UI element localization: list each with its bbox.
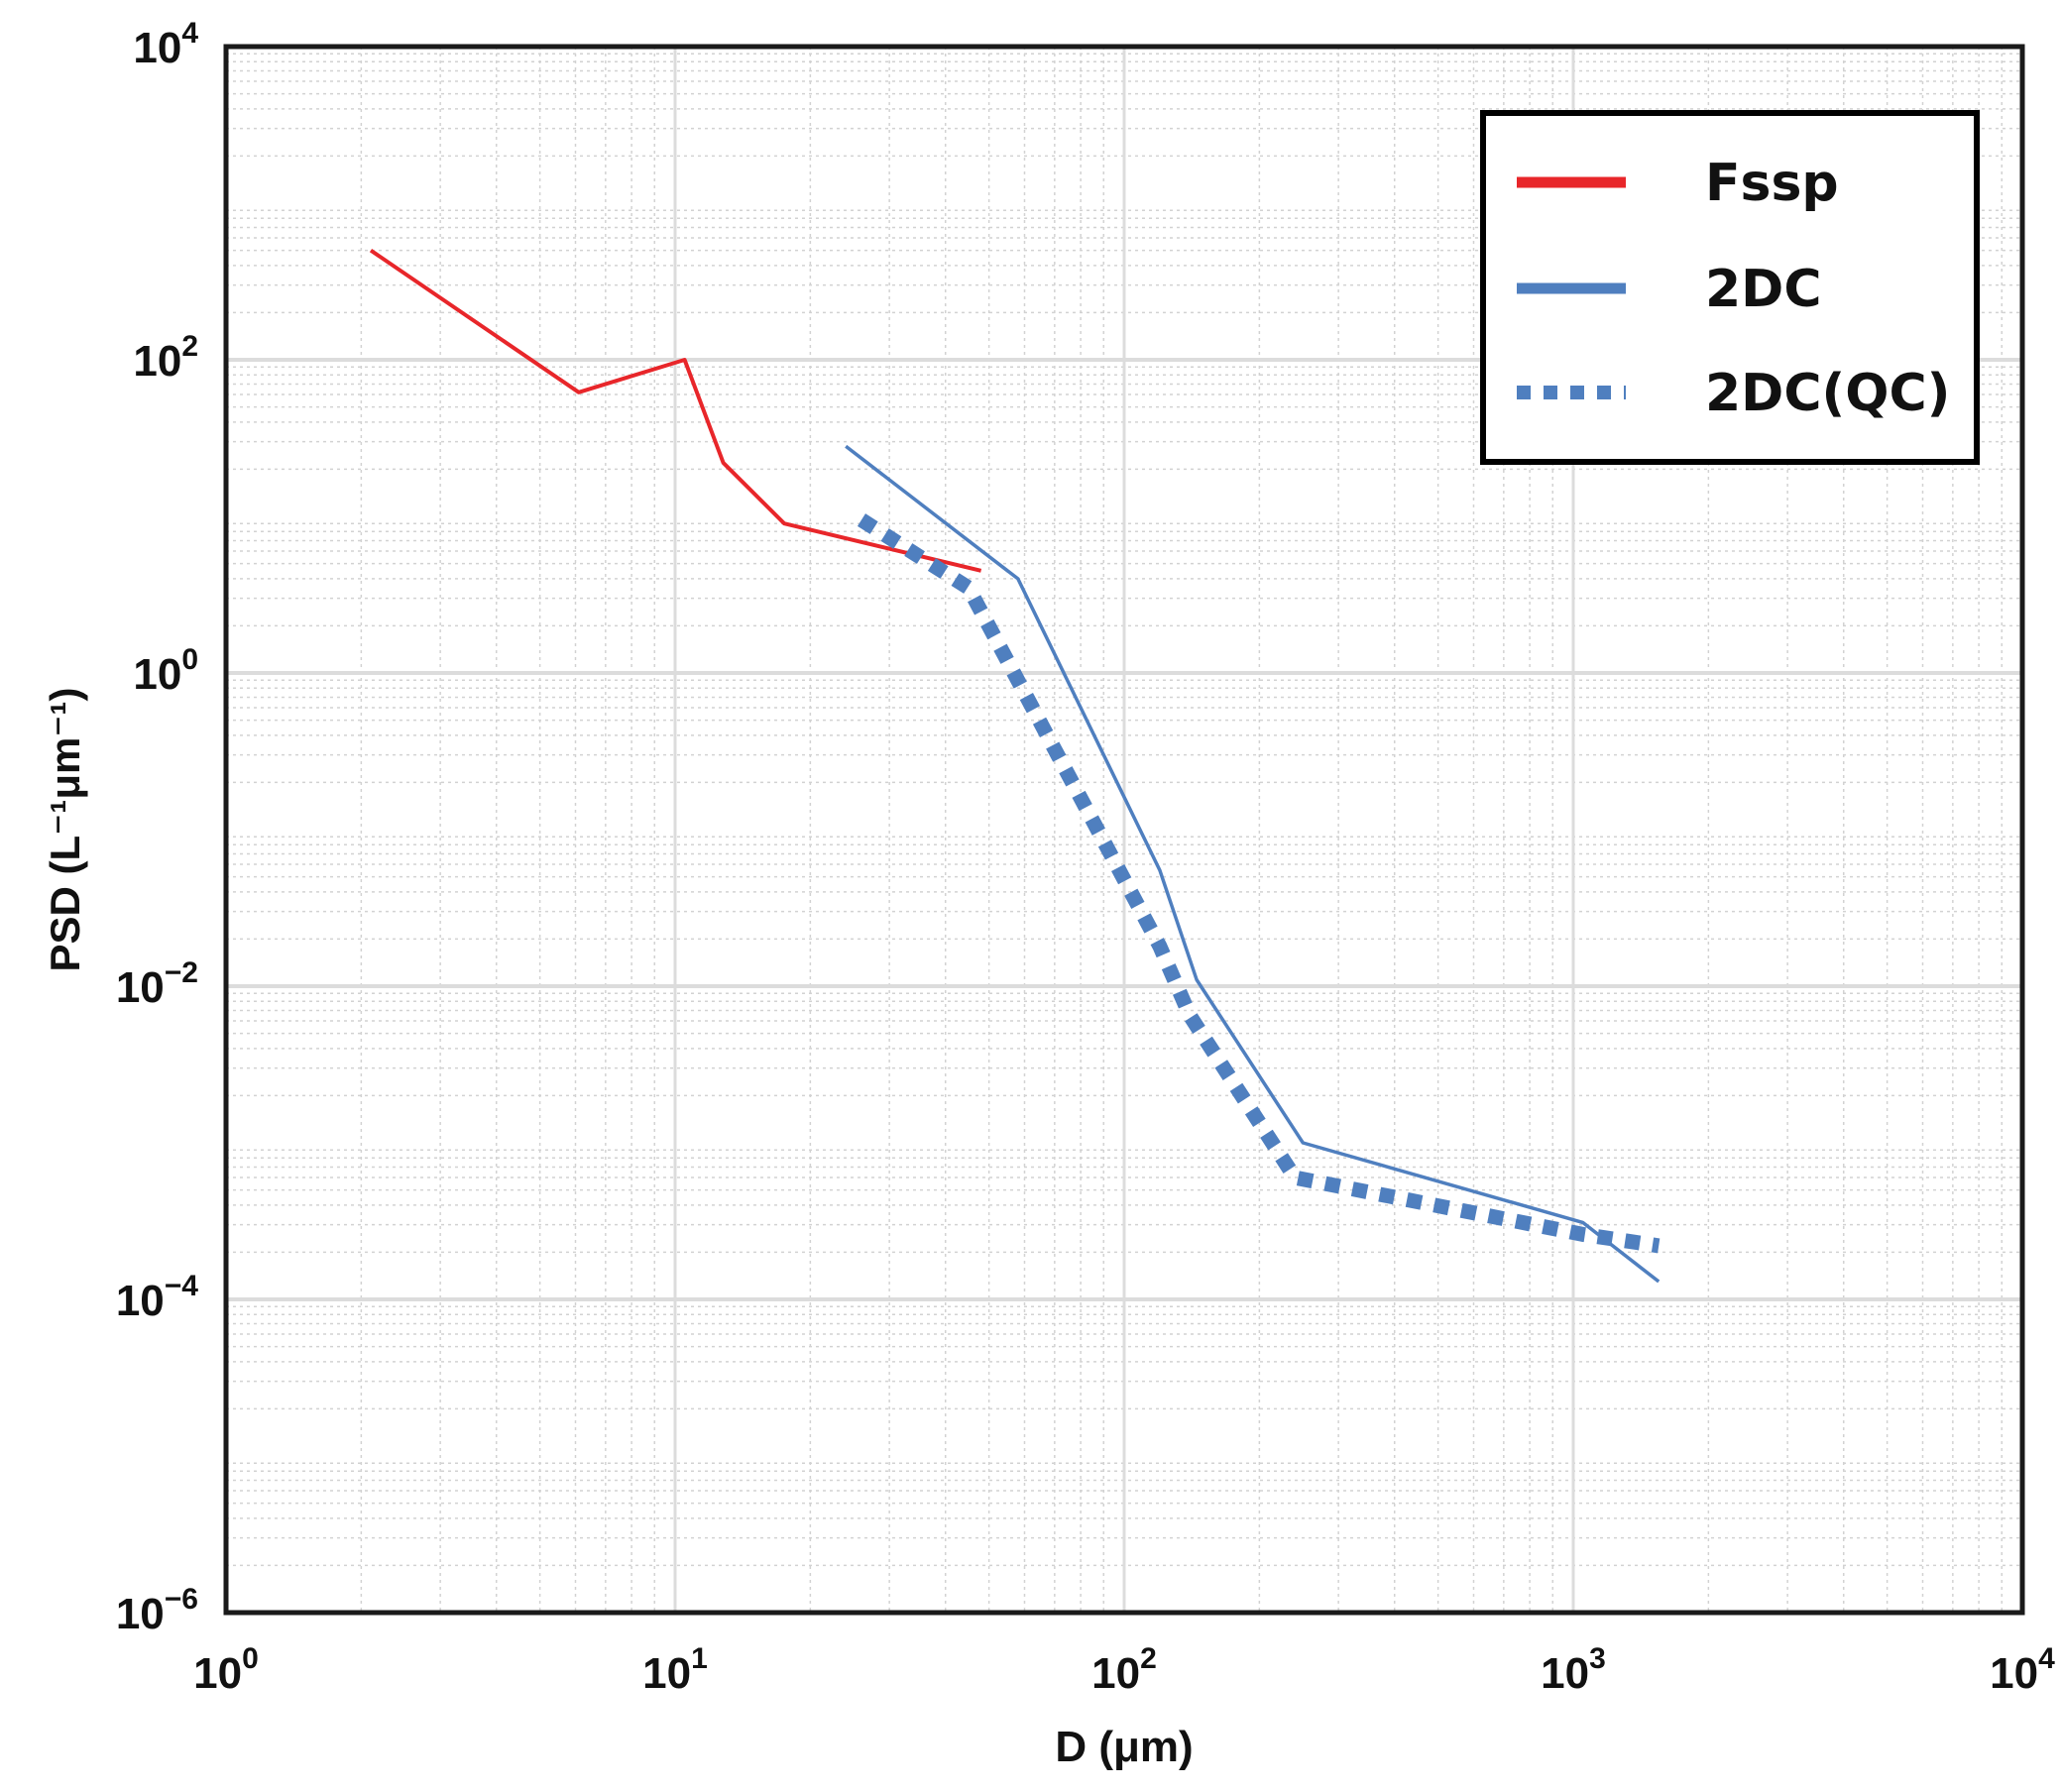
y-tick-label: 102 <box>133 330 198 386</box>
grid <box>224 45 2024 1615</box>
y-tick-label: 100 <box>133 643 198 699</box>
x-tick-label: 100 <box>193 1642 259 1698</box>
series-line-fssp <box>369 248 982 573</box>
x-tick-label: 101 <box>642 1642 708 1698</box>
legend-label-2dc: 2DC <box>1705 260 1822 319</box>
x-tick-label: 104 <box>1990 1642 2055 1698</box>
x-tick-label: 103 <box>1541 1642 1606 1698</box>
tick-labels: 100 101 102 103 104 10−6 10−4 10−2 100 102 104 <box>116 17 2055 1698</box>
x-axis-label: D (μm) <box>1055 1723 1193 1771</box>
series-line-2dc-qc <box>857 513 1661 1254</box>
y-tick-label: 104 <box>133 17 198 72</box>
x-tick-label: 102 <box>1091 1642 1157 1698</box>
legend: Fssp 2DC 2DC(QC) <box>1480 110 1980 465</box>
legend-label-2dc-qc: 2DC(QC) <box>1705 364 1950 423</box>
y-tick-label: 10−2 <box>116 956 198 1012</box>
y-axis-label: PSD (L⁻¹μm⁻¹) <box>42 687 88 971</box>
y-tick-label: 10−4 <box>116 1270 198 1325</box>
legend-label-fssp: Fssp <box>1705 154 1839 213</box>
series-line-2dc <box>845 444 1661 1284</box>
y-tick-label: 10−6 <box>116 1583 198 1638</box>
series-layer <box>369 248 1661 1284</box>
plot-frame <box>223 44 2025 1616</box>
